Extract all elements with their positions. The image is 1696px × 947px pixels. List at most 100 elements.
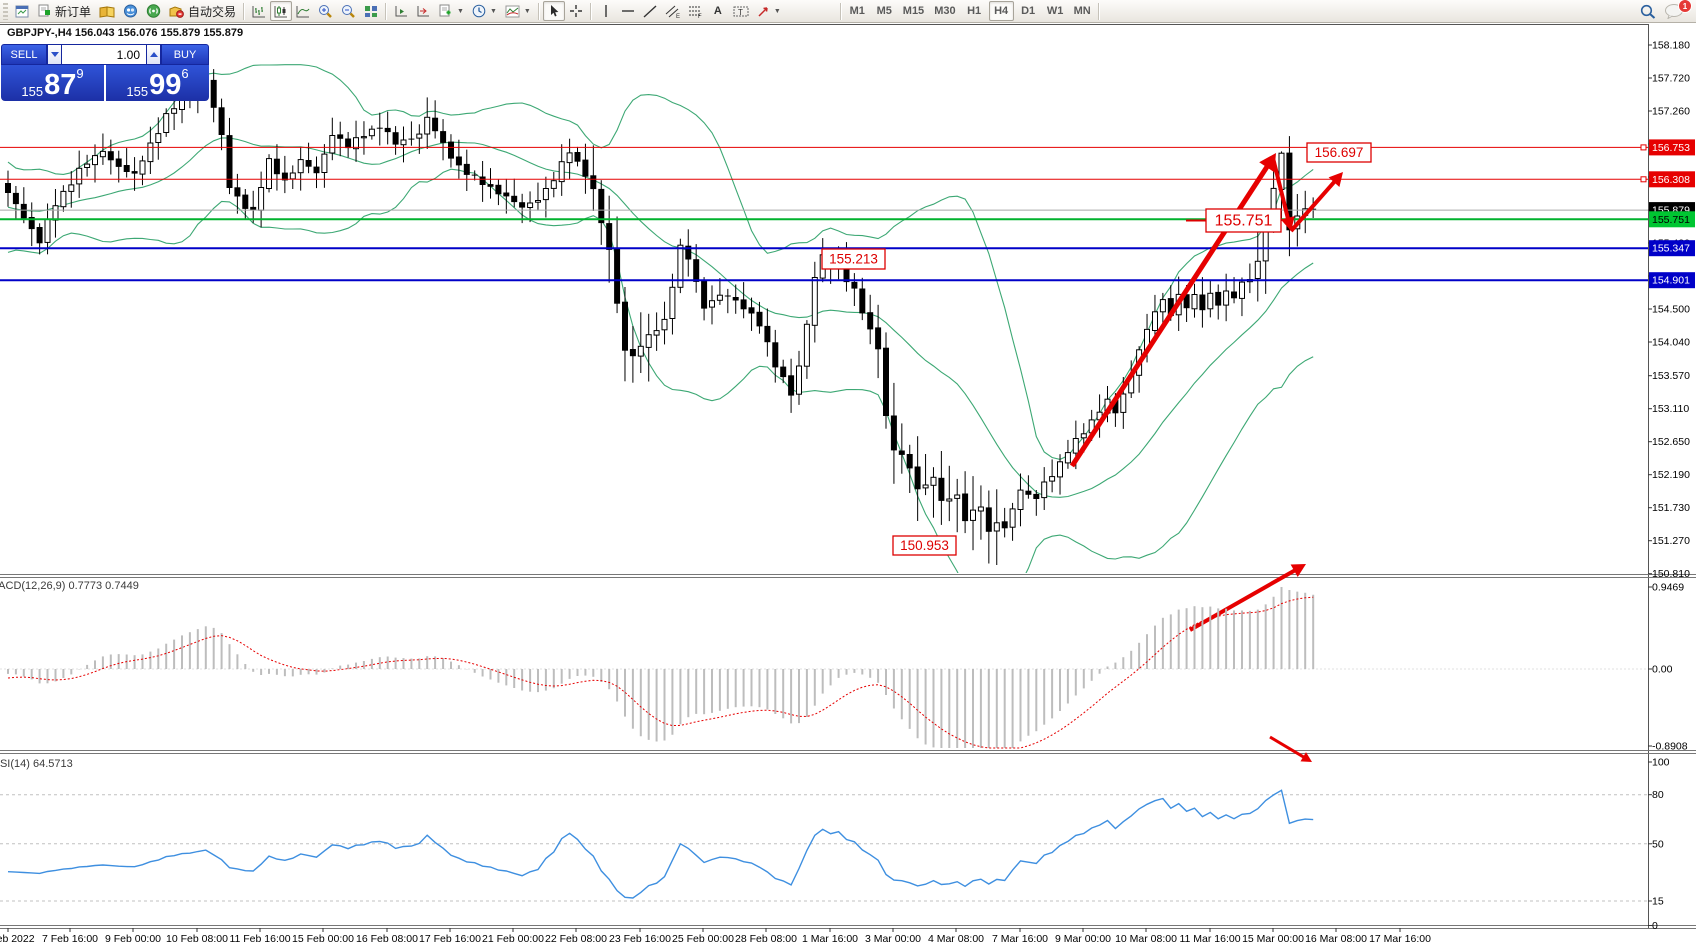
vertical-line-tool-button[interactable]: [595, 1, 617, 21]
candlestick-icon: [274, 5, 288, 17]
macd-indicator-label: MACD(12,26,9) 0.7773 0.7449: [0, 580, 139, 592]
tile-windows-icon: [365, 5, 378, 17]
clock-icon: [472, 4, 486, 18]
triangle-up-icon: [149, 52, 158, 57]
tile-windows-button[interactable]: [360, 1, 382, 21]
horizontal-line-objects[interactable]: [0, 144, 1648, 282]
buy-price-main: 99: [149, 69, 182, 101]
bar-chart-mode-button[interactable]: [248, 1, 270, 21]
line-chart-mode-button[interactable]: [292, 1, 314, 21]
x-axis[interactable]: 4 Feb 2022 7 Feb 16:00 9 Feb 00:00 10 Feb 0…: [0, 928, 1431, 945]
crosshair-tool-button[interactable]: [565, 1, 587, 21]
volume-increase-button[interactable]: [146, 44, 161, 65]
channel-tool-button[interactable]: E: [661, 1, 684, 21]
svg-text:4 Feb 2022: 4 Feb 2022: [0, 933, 35, 945]
chevron-down-icon: ▼: [523, 7, 531, 15]
tab-timeframe-h4[interactable]: H4: [988, 1, 1014, 21]
buy-price[interactable]: 155 99 6: [106, 65, 209, 101]
community-button[interactable]: [119, 1, 142, 21]
new-order-button[interactable]: 新订单: [33, 1, 95, 21]
svg-text:9 Feb 00:00: 9 Feb 00:00: [105, 933, 161, 945]
sell-price-prefix: 155: [21, 84, 44, 99]
tab-timeframe-m15[interactable]: M15: [902, 5, 925, 17]
line-chart-icon: [296, 5, 310, 17]
svg-text:21 Feb 00:00: 21 Feb 00:00: [482, 933, 544, 945]
rsi-indicator-label: RSI(14) 64.5713: [0, 758, 73, 770]
toolbar-separator: [839, 2, 842, 20]
svg-text:7 Mar 16:00: 7 Mar 16:00: [992, 933, 1048, 945]
trend-arrows[interactable]: [1069, 153, 1343, 762]
auto-scroll-button[interactable]: [390, 1, 412, 21]
candles: [5, 65, 1317, 565]
cursor-tool-button[interactable]: [542, 1, 565, 21]
chart-symbol-title: GBPJPY-,H4 156.043 156.076 155.879 155.8…: [7, 27, 244, 39]
zoom-in-button[interactable]: [314, 1, 337, 21]
templates-button[interactable]: ▼: [434, 1, 468, 21]
toolbar-separator: [1097, 2, 1100, 20]
zoom-out-button[interactable]: [337, 1, 360, 21]
fibonacci-tool-button[interactable]: F: [684, 1, 707, 21]
svg-text:E: E: [676, 14, 680, 18]
tab-timeframe-mn[interactable]: MN: [1073, 5, 1091, 17]
svg-text:9 Mar 00:00: 9 Mar 00:00: [1055, 933, 1111, 945]
trendline-icon: [643, 4, 657, 18]
svg-text:11 Mar 16:00: 11 Mar 16:00: [1179, 933, 1240, 945]
price-label-annotations[interactable]: 156.697 155.751 155.213 150.953: [821, 142, 1372, 556]
triangle-down-icon: [50, 52, 59, 57]
volume-decrease-button[interactable]: [47, 44, 62, 65]
zoom-in-icon: [319, 5, 332, 18]
signals-button[interactable]: [142, 1, 165, 21]
svg-text:23 Feb 16:00: 23 Feb 16:00: [609, 933, 671, 945]
tab-timeframe-m5[interactable]: M5: [876, 5, 892, 17]
sell-button[interactable]: SELL: [1, 44, 47, 65]
tab-timeframe-w1[interactable]: W1: [1046, 5, 1064, 17]
timeframe-toolbar: M1 M5 M15 M30 H1 H4 D1 W1 MN: [845, 1, 1095, 21]
svg-text:28 Feb 08:00: 28 Feb 08:00: [735, 933, 797, 945]
chart-shift-button[interactable]: [412, 1, 434, 21]
toolbar-grip[interactable]: [3, 2, 8, 20]
horizontal-line-tool-button[interactable]: [617, 1, 639, 21]
arrows-tool-button[interactable]: ▼: [753, 1, 785, 21]
fibonacci-icon: F: [688, 6, 702, 18]
sell-price[interactable]: 155 87 9: [1, 65, 104, 101]
market-watch-button[interactable]: [95, 1, 119, 21]
tab-timeframe-h1[interactable]: H1: [967, 5, 982, 17]
sell-price-sup: 9: [76, 66, 84, 81]
indicators-icon: [505, 5, 520, 17]
text-tool-button[interactable]: A: [713, 5, 722, 17]
chart-window-button[interactable]: [11, 1, 33, 21]
svg-text:17 Feb 16:00: 17 Feb 16:00: [419, 933, 481, 945]
text-label-tool-button[interactable]: T: [729, 1, 753, 21]
arrow-object-icon: [758, 6, 768, 17]
candlestick-mode-button[interactable]: [270, 1, 293, 21]
y-axis[interactable]: 158.180157.720157.260156.800156.340155.8…: [1648, 40, 1695, 581]
messenger-icon: [124, 4, 138, 18]
svg-text:156.308: 156.308: [1652, 174, 1690, 186]
svg-text:22 Feb 08:00: 22 Feb 08:00: [545, 933, 607, 945]
svg-text:11 Feb 16:00: 11 Feb 16:00: [229, 933, 290, 945]
notifications-button[interactable]: 1: [1660, 0, 1692, 21]
auto-trading-button[interactable]: 自动交易: [165, 1, 240, 21]
volume-input[interactable]: 1.00: [62, 44, 146, 65]
svg-text:150.810: 150.810: [1652, 568, 1690, 580]
rsi-pane: [0, 789, 1648, 902]
tab-timeframe-m1[interactable]: M1: [849, 5, 865, 17]
toolbar-separator: [589, 2, 592, 20]
chevron-down-icon: ▼: [489, 7, 497, 15]
tab-timeframe-m30[interactable]: M30: [934, 5, 956, 17]
period-button[interactable]: ▼: [468, 1, 501, 21]
svg-text:151.270: 151.270: [1652, 535, 1690, 547]
search-button[interactable]: [1636, 1, 1660, 21]
svg-text:80: 80: [1652, 789, 1664, 801]
bollinger-bands: [7, 64, 1314, 573]
buy-button[interactable]: BUY: [161, 44, 209, 65]
trendline-tool-button[interactable]: [639, 1, 661, 21]
tab-timeframe-d1[interactable]: D1: [1021, 5, 1036, 17]
svg-text:155.751: 155.751: [1652, 214, 1690, 226]
chart-shift-icon: [417, 5, 430, 16]
indicators-button[interactable]: ▼: [501, 1, 535, 21]
svg-text:153.110: 153.110: [1652, 403, 1689, 415]
svg-text:-0.8908: -0.8908: [1652, 741, 1688, 753]
svg-text:152.650: 152.650: [1652, 436, 1690, 448]
